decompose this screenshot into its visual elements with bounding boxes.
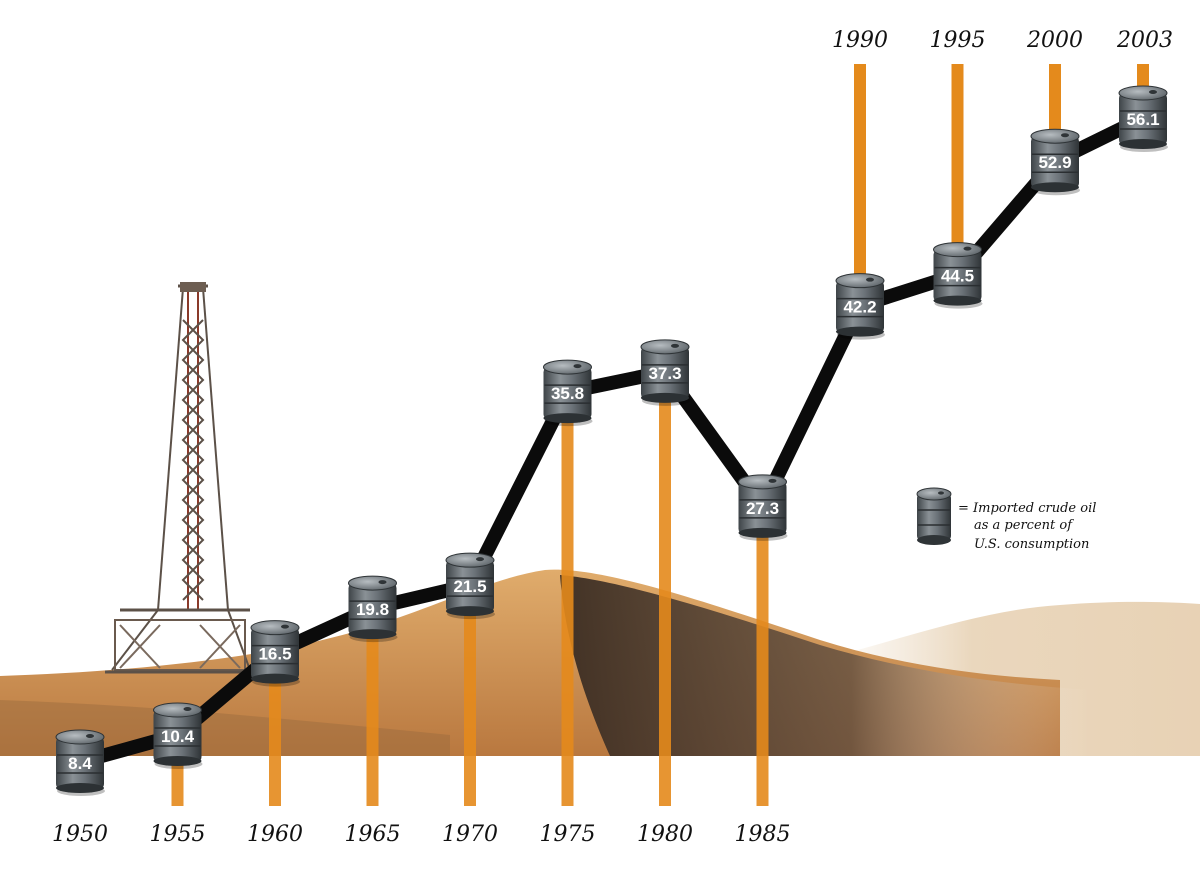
- year-label-1980: 1980: [637, 822, 693, 847]
- stem-1980: [659, 371, 671, 806]
- dune-base: [0, 700, 450, 756]
- year-stems: [171, 64, 1149, 806]
- year-label-1995: 1995: [930, 28, 986, 53]
- barrel-1995: 44.5: [933, 242, 983, 309]
- oil-rig-illustration: [105, 282, 255, 674]
- barrel-1975: 35.8: [543, 359, 593, 427]
- barrel-1980: 37.3: [640, 339, 690, 406]
- stem-1995: [951, 64, 964, 275]
- year-label-1960: 1960: [247, 822, 303, 847]
- value-label-1990: 42.2: [843, 298, 876, 317]
- value-label-1995: 44.5: [941, 267, 974, 286]
- stem-1960: [269, 652, 281, 806]
- legend-line-3: U.S. consumption: [974, 537, 1089, 552]
- year-label-1965: 1965: [345, 822, 401, 847]
- legend-line-1: = Imported crude oil: [958, 501, 1096, 516]
- oil-barrel-icon: [916, 487, 952, 545]
- year-label-1985: 1985: [735, 822, 791, 847]
- value-label-1950: 8.4: [68, 754, 92, 773]
- year-label-1990: 1990: [832, 28, 888, 53]
- barrel-1950: 8.4: [55, 729, 105, 796]
- year-label-2003: 2003: [1116, 28, 1173, 53]
- barrel-1990: 42.2: [835, 273, 885, 340]
- stem-1985: [756, 506, 769, 806]
- bottom-band: [0, 756, 1200, 871]
- value-label-2000: 52.9: [1038, 153, 1071, 172]
- stem-1990: [854, 64, 866, 306]
- dune-shadow: [560, 575, 1090, 756]
- barrel-1955: 10.4: [153, 702, 203, 769]
- value-label-1965: 19.8: [356, 600, 389, 619]
- barrel-1965: 19.8: [348, 575, 398, 643]
- value-label-1955: 10.4: [161, 727, 195, 746]
- value-label-1960: 16.5: [258, 645, 291, 664]
- barrel-2003: 56.1: [1118, 85, 1168, 152]
- desert-background: [0, 569, 1200, 756]
- year-label-1970: 1970: [442, 822, 498, 847]
- year-label-1975: 1975: [540, 822, 596, 847]
- barrel-markers: 8.4 10.4 16.5 19.8 21.5 35.8 37.3 27.3 42.2 44.5 5…: [55, 85, 1168, 796]
- value-label-1970: 21.5: [453, 577, 486, 596]
- barrel-1985: 27.3: [738, 474, 788, 541]
- stem-1970: [464, 585, 476, 806]
- year-label-1950: 1950: [52, 822, 108, 847]
- stem-1975: [561, 392, 574, 806]
- value-label-2003: 56.1: [1126, 110, 1159, 129]
- legend-line-2: as a percent of: [974, 518, 1074, 533]
- legend: = Imported crude oil as a percent of U.S…: [916, 487, 1096, 552]
- stem-1965: [366, 608, 379, 806]
- value-label-1985: 27.3: [746, 499, 779, 518]
- year-label-2000: 2000: [1026, 28, 1083, 53]
- value-label-1980: 37.3: [648, 364, 681, 383]
- barrel-1970: 21.5: [445, 552, 495, 620]
- barrel-1960: 16.5: [250, 620, 300, 687]
- year-label-1955: 1955: [150, 822, 206, 847]
- barrel-2000: 52.9: [1030, 128, 1080, 196]
- year-labels: 1950 1955 1960 1965 1970 1975 1980 1985 1990 1995…: [52, 28, 1173, 847]
- value-label-1975: 35.8: [551, 384, 584, 403]
